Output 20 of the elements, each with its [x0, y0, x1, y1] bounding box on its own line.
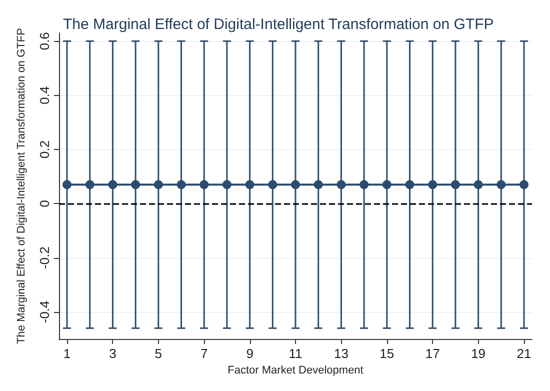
y-axis-title: The Marginal Effect of Digital-Intelligent Transformation on GTFP	[16, 28, 28, 344]
y-tick-label: 0.2	[37, 140, 52, 158]
x-axis-title: Factor Market Development	[228, 364, 364, 376]
x-tick-label: 1	[63, 346, 71, 361]
y-tick-label: -0.2	[37, 246, 52, 269]
x-tick-label: 21	[516, 346, 532, 361]
y-tick-label: -0.4	[37, 300, 52, 324]
x-tick-label: 5	[154, 346, 162, 361]
x-tick-label: 13	[334, 346, 348, 361]
x-tick-label: 7	[200, 346, 208, 361]
x-tick-label: 9	[246, 346, 254, 361]
x-tick-label: 19	[471, 346, 486, 361]
y-tick-label: 0.4	[37, 86, 52, 104]
y-tick-label: 0	[37, 200, 52, 208]
x-tick-label: 15	[380, 346, 394, 361]
y-tick-label: 0.6	[37, 32, 52, 50]
x-tick-label: 3	[109, 346, 116, 361]
chart-title: The Marginal Effect of Digital-Intelligent Transformation on GTFP	[63, 16, 494, 33]
x-tick-label: 11	[288, 346, 302, 361]
x-tick-label: 17	[425, 346, 440, 361]
